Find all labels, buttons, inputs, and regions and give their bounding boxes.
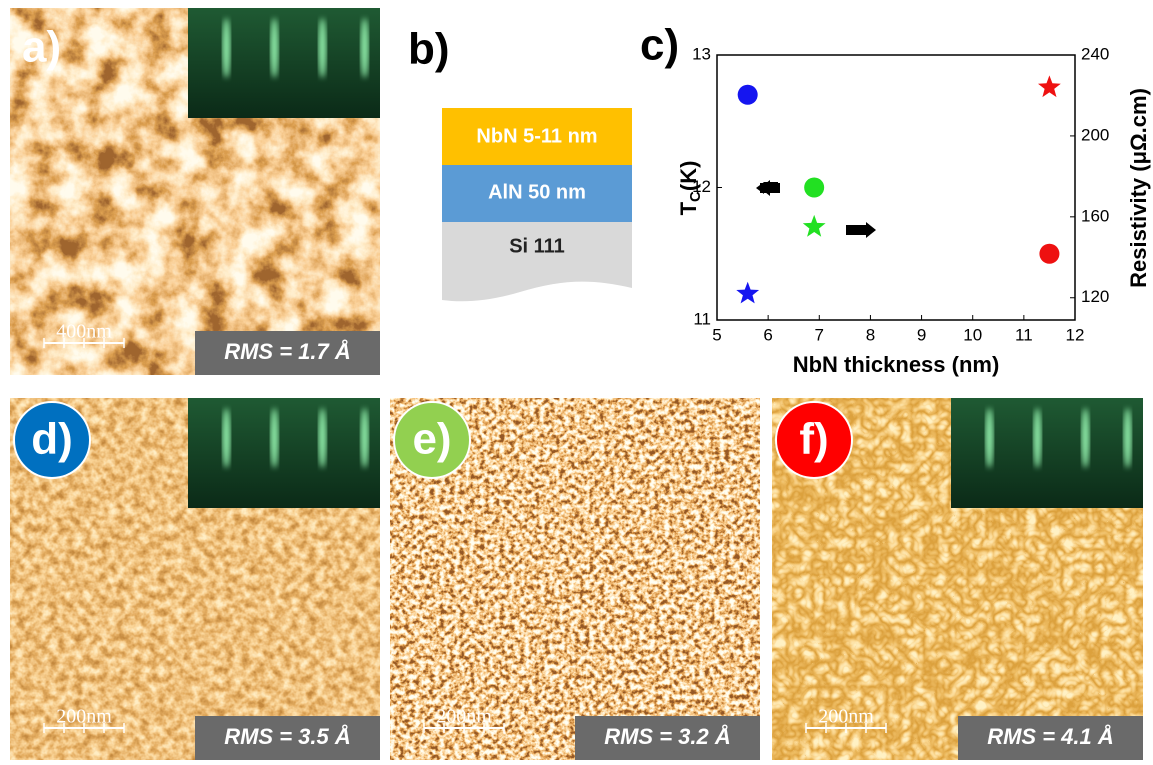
arrow-right — [846, 222, 876, 238]
panel-label: f) — [799, 415, 828, 464]
panel-label: d) — [31, 415, 73, 464]
y-label-part: C — [687, 191, 704, 202]
x-tick-label: 8 — [866, 325, 875, 344]
x-tick-label: 7 — [815, 325, 824, 344]
rheed-streak — [222, 408, 230, 468]
panel-label: b) — [408, 25, 450, 74]
layer-text: Si 111 — [509, 235, 565, 257]
y-label-part: (K) — [676, 161, 701, 192]
rheed-streak — [1124, 408, 1132, 468]
rms-label: RMS = 3.2 Å — [604, 724, 731, 749]
rms-label: RMS = 1.7 Å — [224, 339, 351, 364]
rheed-inset — [951, 398, 1143, 508]
scale-label: 200nm — [56, 706, 112, 728]
rheed-streak — [361, 18, 369, 78]
layer-text: NbN 5-11 nm — [476, 125, 597, 147]
rms-label: RMS = 3.5 Å — [224, 724, 351, 749]
rheed-streak — [222, 18, 230, 78]
star-point — [1038, 75, 1061, 97]
rheed-streak — [1081, 408, 1089, 468]
y-label-part: T — [676, 201, 701, 215]
rheed-streak — [985, 408, 993, 468]
x-tick-label: 6 — [763, 325, 772, 344]
y2-tick-label: 160 — [1081, 206, 1109, 225]
y-tick-label: 13 — [692, 44, 711, 63]
y2-tick-label: 240 — [1081, 44, 1109, 63]
circle-point — [738, 85, 758, 105]
star-point — [803, 215, 826, 237]
circle-point — [804, 178, 824, 198]
rheed-streak — [270, 18, 278, 78]
x-axis-label: NbN thickness (nm) — [793, 352, 1000, 377]
scale-label: 400nm — [56, 321, 112, 343]
scale-label: 200nm — [436, 706, 492, 728]
y-axis-label: TC(K) — [676, 161, 704, 216]
panel-label: e) — [412, 415, 451, 464]
y-tick-label: 11 — [693, 309, 711, 328]
scale-label: 200nm — [818, 706, 874, 728]
x-tick-label: 11 — [1015, 325, 1033, 344]
rheed-streak — [318, 18, 326, 78]
rheed-streak — [361, 408, 369, 468]
rheed-inset — [188, 8, 380, 118]
x-tick-label: 10 — [963, 325, 982, 344]
y2-axis-label: Resistivity (μΩ.cm) — [1126, 88, 1151, 288]
rheed-inset — [188, 398, 380, 508]
rheed-streak — [1033, 408, 1041, 468]
rms-label: RMS = 4.1 Å — [987, 724, 1114, 749]
y2-tick-label: 120 — [1081, 287, 1109, 306]
y2-tick-label: 200 — [1081, 125, 1109, 144]
x-tick-label: 9 — [917, 325, 926, 344]
star-point — [736, 282, 759, 304]
rheed-streak — [318, 408, 326, 468]
panel-label: a) — [22, 23, 61, 72]
rheed-streak — [270, 408, 278, 468]
panel-label: c) — [640, 21, 679, 70]
x-tick-label: 12 — [1066, 325, 1085, 344]
circle-point — [1039, 244, 1059, 264]
x-tick-label: 5 — [712, 325, 721, 344]
layer-si — [442, 222, 632, 301]
figure: a) 400nm RMS = 1.7 Å d) 200nm RMS = 3.5 Å e) 20… — [0, 0, 1153, 765]
layer-text: AlN 50 nm — [488, 181, 586, 203]
